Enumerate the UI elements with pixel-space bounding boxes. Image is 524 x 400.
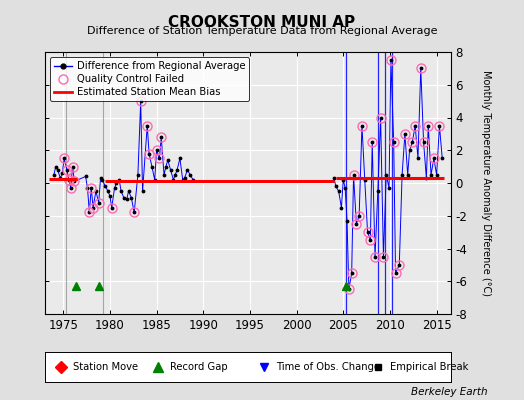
Y-axis label: Monthly Temperature Anomaly Difference (°C): Monthly Temperature Anomaly Difference (… <box>481 70 492 296</box>
Text: Berkeley Earth: Berkeley Earth <box>411 387 487 397</box>
Text: Empirical Break: Empirical Break <box>390 362 468 372</box>
Legend: Difference from Regional Average, Quality Control Failed, Estimated Station Mean: Difference from Regional Average, Qualit… <box>50 57 249 101</box>
Text: CROOKSTON MUNI AP: CROOKSTON MUNI AP <box>168 15 356 30</box>
Text: Record Gap: Record Gap <box>170 362 228 372</box>
Text: Station Move: Station Move <box>73 362 138 372</box>
Text: Difference of Station Temperature Data from Regional Average: Difference of Station Temperature Data f… <box>87 26 437 36</box>
Text: Time of Obs. Change: Time of Obs. Change <box>276 362 380 372</box>
